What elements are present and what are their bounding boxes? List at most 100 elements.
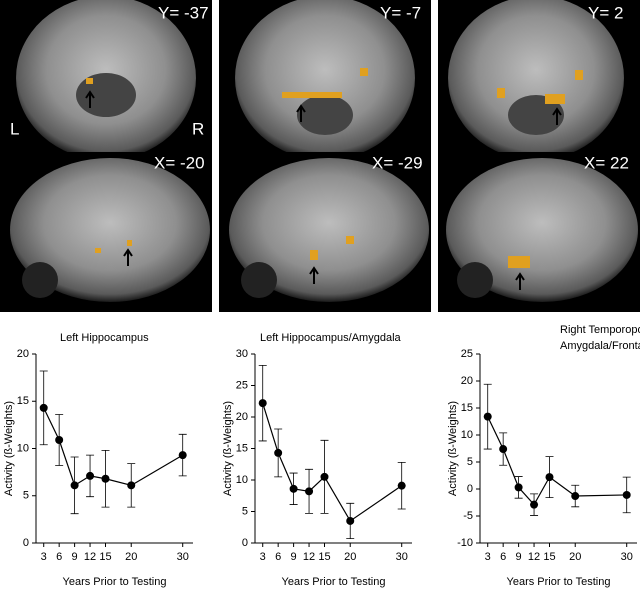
brain — [229, 158, 429, 302]
data-point — [320, 472, 329, 481]
activation — [545, 94, 565, 104]
activation — [86, 78, 93, 84]
arrow — [309, 266, 319, 284]
x-tick-label: 15 — [318, 551, 330, 563]
brain-structure — [76, 73, 136, 117]
arrow — [296, 104, 306, 122]
x-tick-label: 12 — [303, 551, 315, 563]
x-tick-label: 30 — [621, 551, 633, 563]
x-axis-label: Years Prior to Testing — [63, 576, 167, 588]
chart-title: Left Hippocampus — [60, 332, 149, 344]
slice-label: Y= 2 — [588, 3, 623, 22]
x-tick-label: 15 — [543, 551, 555, 563]
slice-label: Y= -7 — [380, 3, 421, 22]
x-tick-label: 9 — [291, 551, 297, 563]
y-tick-label: 25 — [461, 348, 473, 360]
y-tick-label: 10 — [17, 442, 29, 454]
x-axis-label: Years Prior to Testing — [282, 576, 386, 588]
side-label: L — [10, 119, 19, 138]
y-axis-label: Activity (ß-Weights) — [3, 401, 15, 496]
y-axis-label: Activity (ß-Weights) — [447, 401, 459, 496]
y-tick-label: 30 — [236, 348, 248, 360]
data-point — [530, 500, 539, 509]
y-tick-label: 20 — [17, 348, 29, 360]
x-tick-label: 20 — [344, 551, 356, 563]
y-tick-label: -5 — [463, 510, 473, 522]
brain — [10, 158, 210, 302]
x-tick-label: 6 — [56, 551, 62, 563]
x-tick-label: 6 — [275, 551, 281, 563]
x-tick-label: 3 — [41, 551, 47, 563]
x-tick-label: 3 — [260, 551, 266, 563]
y-tick-label: 5 — [242, 505, 248, 517]
x-tick-label: 3 — [485, 551, 491, 563]
data-point — [258, 399, 267, 408]
arrow — [515, 272, 525, 290]
y-tick-label: 25 — [236, 379, 248, 391]
y-tick-label: 10 — [236, 474, 248, 486]
y-tick-label: 0 — [467, 483, 473, 495]
chart-title: Left Hippocampus/Amygdala — [260, 332, 402, 344]
arrow — [123, 248, 133, 266]
brain-structure — [297, 95, 353, 135]
data-point — [127, 481, 136, 490]
data-point — [39, 403, 48, 412]
x-tick-label: 20 — [125, 551, 137, 563]
activation — [127, 240, 132, 246]
x-tick-label: 30 — [177, 551, 189, 563]
activation — [508, 256, 530, 268]
activation — [360, 68, 368, 76]
y-tick-label: 15 — [17, 395, 29, 407]
data-point — [55, 435, 64, 444]
brain — [448, 0, 624, 160]
x-tick-label: 9 — [516, 551, 522, 563]
x-tick-label: 9 — [72, 551, 78, 563]
slice-label: X= -20 — [154, 153, 205, 172]
brain-structure — [508, 95, 564, 135]
brain-structure — [457, 262, 493, 298]
data-point — [346, 516, 355, 525]
data-point — [101, 474, 110, 483]
arrow — [552, 107, 562, 125]
slice-label: Y= -37 — [158, 3, 209, 22]
y-tick-label: 20 — [236, 411, 248, 423]
data-point — [274, 448, 283, 457]
y-tick-label: 15 — [461, 402, 473, 414]
brain-structure — [241, 262, 277, 298]
y-tick-label: 10 — [461, 429, 473, 441]
y-tick-label: 15 — [236, 442, 248, 454]
data-point — [178, 451, 187, 460]
brain-structure — [22, 262, 58, 298]
arrow — [85, 90, 95, 108]
side-label: R — [192, 119, 204, 138]
data-point — [86, 471, 95, 480]
data-point — [545, 473, 554, 482]
activation — [282, 92, 342, 98]
activation — [497, 88, 505, 98]
data-point — [397, 481, 406, 490]
y-axis-label: Activity (ß-Weights) — [222, 401, 234, 496]
brain — [446, 158, 638, 302]
data-point — [514, 483, 523, 492]
y-tick-label: 0 — [242, 537, 248, 549]
series-line — [262, 402, 403, 522]
x-axis-label: Years Prior to Testing — [507, 576, 611, 588]
x-tick-label: 30 — [396, 551, 408, 563]
y-tick-label: 5 — [23, 490, 29, 502]
data-point — [499, 445, 508, 454]
activation — [346, 236, 354, 244]
y-tick-label: 0 — [23, 537, 29, 549]
y-tick-label: -10 — [457, 537, 473, 549]
chart-title: Right Temporopolar Cortex/Amygdala/Front… — [560, 324, 640, 352]
data-point — [483, 412, 492, 421]
activation — [575, 70, 583, 80]
series-line — [487, 416, 627, 506]
slice-label: X= -29 — [372, 153, 423, 172]
data-point — [289, 484, 298, 493]
data-point — [571, 492, 580, 501]
data-point — [305, 487, 314, 496]
x-tick-label: 12 — [84, 551, 96, 563]
series-line — [43, 407, 184, 487]
y-tick-label: 20 — [461, 375, 473, 387]
x-tick-label: 6 — [500, 551, 506, 563]
